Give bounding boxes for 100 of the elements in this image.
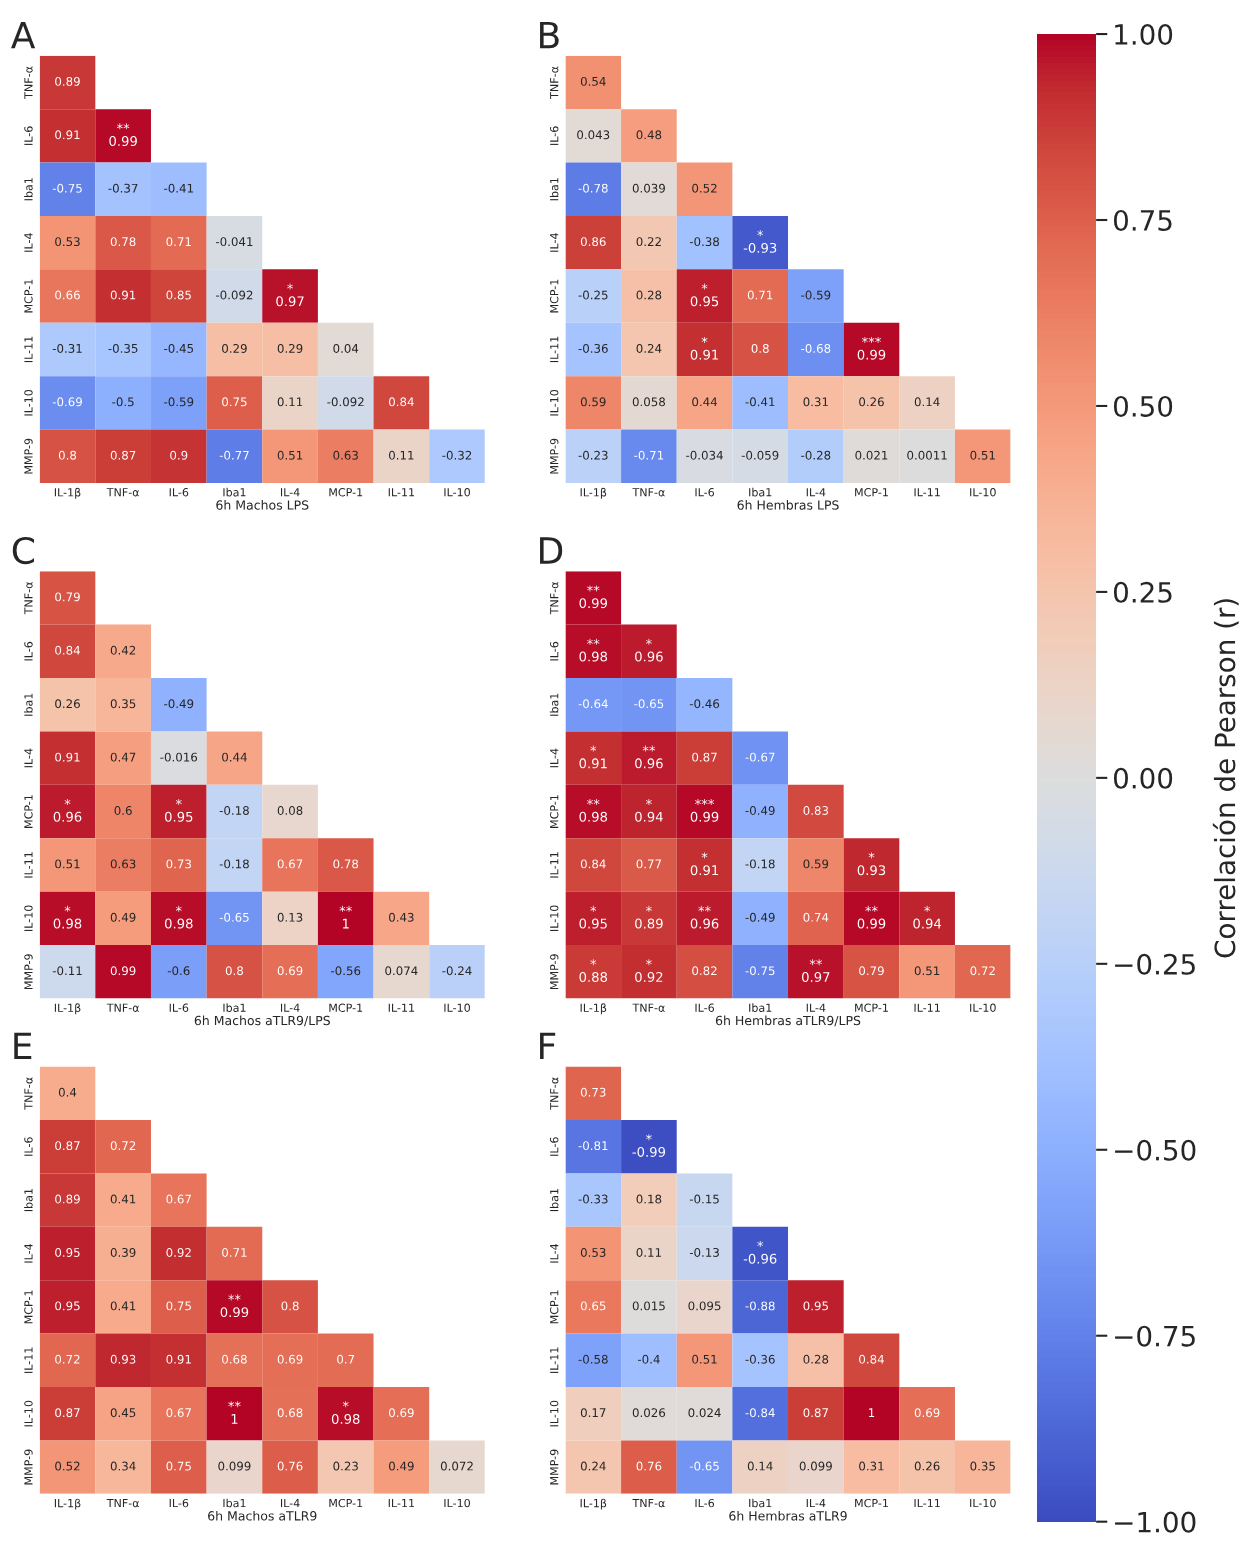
data-label: -0.69 xyxy=(52,397,82,407)
data-label: -0.23 xyxy=(578,450,608,460)
x-tick-label: IL-4 xyxy=(281,1003,300,1012)
data-label: 0.039 xyxy=(632,183,665,193)
x-tick-label: IL-6 xyxy=(169,1498,189,1508)
data-label: 0.73 xyxy=(580,1087,606,1097)
x-axis-title: 6h Hembras aTLR9/LPS xyxy=(715,1015,861,1027)
data-label: 0.75 xyxy=(222,397,247,407)
data-label: 0.47 xyxy=(110,752,136,762)
x-tick-label: IL-10 xyxy=(970,488,996,497)
data-label: 0.87 xyxy=(692,752,717,762)
x-tick-label: IL-1β xyxy=(54,1498,81,1510)
y-tick-label: IL-11 xyxy=(550,336,559,363)
y-tick-label: IL-6 xyxy=(550,126,559,145)
data-label: 0.84 xyxy=(55,645,80,655)
data-label: -0.18 xyxy=(745,859,775,869)
data-label: 0.31 xyxy=(803,397,828,407)
data-label: -0.75 xyxy=(745,966,775,976)
data-label: -0.56 xyxy=(331,966,361,976)
data-label: 0.78 xyxy=(333,859,359,869)
data-label: -0.49 xyxy=(745,912,775,922)
data-label: 0.65 xyxy=(580,1301,606,1311)
data-label: 0.7 xyxy=(337,1354,355,1364)
y-tick-label: IL-4 xyxy=(550,748,559,768)
y-tick-label: IL-10 xyxy=(24,389,33,416)
x-tick-label: IL-10 xyxy=(970,1003,996,1012)
x-tick-label: IL-4 xyxy=(806,488,826,497)
y-tick-label: IL-4 xyxy=(24,233,33,252)
x-tick-label: IL-6 xyxy=(169,1003,189,1012)
y-tick-label: IL-6 xyxy=(24,126,33,145)
data-label: 0.99 xyxy=(110,966,136,976)
y-tick-label: TNF-α xyxy=(24,66,33,99)
data-label: -0.84 xyxy=(745,1408,775,1418)
data-label: -0.77 xyxy=(219,450,249,460)
y-tick-label: IL-11 xyxy=(24,1347,33,1373)
data-label: 0.68 xyxy=(277,1408,303,1418)
data-label: -0.24 xyxy=(442,966,472,976)
data-label: 0.31 xyxy=(859,1461,884,1471)
data-label: -0.38 xyxy=(689,237,720,247)
y-tick-label: IL-10 xyxy=(550,1400,559,1427)
x-tick-label: IL-11 xyxy=(388,1003,415,1012)
chart-title: A xyxy=(11,21,36,49)
x-axis-title: 6h Machos LPS xyxy=(216,500,309,510)
data-label: * 0.89 xyxy=(635,905,663,929)
data-label: -0.35 xyxy=(108,343,138,353)
data-label: 0.69 xyxy=(277,966,303,976)
color-bar-label: −1.00 xyxy=(1115,1511,1196,1533)
data-label: 0.67 xyxy=(166,1194,191,1204)
x-tick-label: Iba1 xyxy=(223,1498,246,1508)
x-tick-label: MCP-1 xyxy=(855,1498,888,1508)
data-label: 0.22 xyxy=(636,237,661,247)
data-label: -0.88 xyxy=(745,1301,775,1311)
y-tick-label: TNF-α xyxy=(550,582,559,615)
data-label: 0.87 xyxy=(803,1408,828,1418)
y-tick-label: MCP-1 xyxy=(550,279,559,313)
y-tick-label: Iba1 xyxy=(549,178,559,201)
data-label: 0.24 xyxy=(580,1461,606,1471)
data-label: -0.13 xyxy=(689,1247,719,1257)
y-tick-label: IL-10 xyxy=(24,1400,33,1427)
data-label: 0.72 xyxy=(55,1354,80,1364)
data-label: -0.75 xyxy=(52,183,82,193)
data-label: 0.63 xyxy=(110,859,136,869)
x-tick-label: IL-4 xyxy=(281,488,300,497)
data-label: 0.78 xyxy=(110,237,136,247)
data-label: -0.41 xyxy=(164,183,193,193)
data-label: 0.72 xyxy=(110,1141,136,1151)
data-label: 0.9 xyxy=(170,450,188,460)
data-label: 0.35 xyxy=(970,1461,995,1471)
data-label: -0.32 xyxy=(442,450,472,460)
x-tick-label: MCP-1 xyxy=(329,1003,363,1012)
data-label: 0.26 xyxy=(914,1461,940,1471)
data-label: -0.65 xyxy=(689,1461,719,1471)
y-tick-label: MMP-9 xyxy=(550,1449,559,1485)
data-label: 0.59 xyxy=(803,859,829,869)
y-tick-label: IL-11 xyxy=(550,1347,559,1373)
data-label: 0.73 xyxy=(166,859,191,869)
data-label: 0.95 xyxy=(55,1301,80,1311)
data-label: 0.8 xyxy=(751,343,769,353)
data-label: 0.51 xyxy=(277,450,303,460)
data-label: 0.87 xyxy=(55,1141,80,1151)
data-label: -0.6 xyxy=(167,966,190,976)
data-label: 0.72 xyxy=(970,966,995,976)
y-tick-label: Iba1 xyxy=(549,1189,559,1212)
y-tick-label: IL-4 xyxy=(550,233,559,252)
data-label: 0.93 xyxy=(110,1354,136,1364)
data-label: 0.074 xyxy=(385,966,418,976)
data-label: 0.84 xyxy=(859,1354,884,1364)
color-bar-label: −0.50 xyxy=(1115,1139,1196,1161)
data-label: 0.71 xyxy=(222,1247,247,1257)
data-label: * 0.91 xyxy=(690,336,719,360)
data-label: -0.15 xyxy=(689,1194,719,1204)
data-label: 0.099 xyxy=(218,1461,251,1471)
data-label: 0.14 xyxy=(747,1461,773,1471)
color-bar-label: 0.00 xyxy=(1113,767,1173,789)
color-bar-label: 0.50 xyxy=(1113,395,1173,417)
data-label: * 0.98 xyxy=(331,1401,360,1424)
y-tick-label: Iba1 xyxy=(24,693,33,716)
color-bar-label: 0.25 xyxy=(1113,581,1172,603)
data-label: -0.36 xyxy=(745,1354,775,1364)
data-label: 0.71 xyxy=(166,237,191,247)
